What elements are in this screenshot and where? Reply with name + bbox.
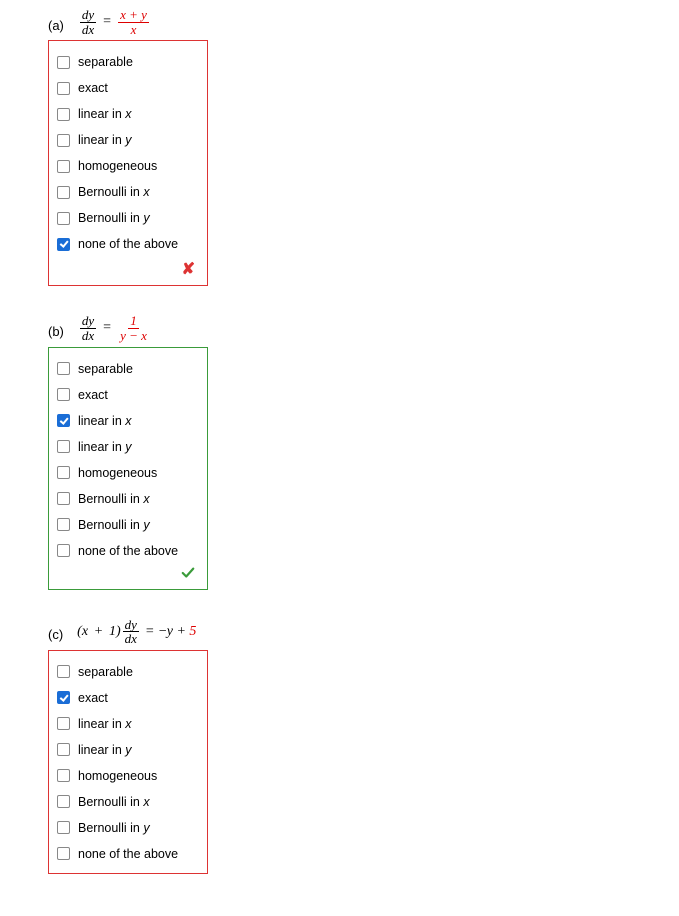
- checkbox[interactable]: [57, 440, 70, 453]
- checkbox[interactable]: [57, 821, 70, 834]
- option-label: Bernoulli in y: [78, 211, 150, 225]
- option-label: homogeneous: [78, 159, 157, 173]
- checkbox[interactable]: [57, 665, 70, 678]
- option-label: Bernoulli in x: [78, 492, 150, 506]
- checkbox[interactable]: [57, 362, 70, 375]
- question-label: (c): [48, 621, 63, 642]
- question-formula: (x + 1)dydx=−y + 5: [77, 618, 196, 646]
- option-label: exact: [78, 81, 108, 95]
- option-bernoulli_in_x[interactable]: Bernoulli in x: [57, 486, 197, 512]
- incorrect-mark-icon: ✘: [57, 257, 197, 279]
- checkbox[interactable]: [57, 414, 70, 427]
- checkbox[interactable]: [57, 466, 70, 479]
- checkbox[interactable]: [57, 82, 70, 95]
- question-label: (a): [48, 12, 64, 33]
- checkbox[interactable]: [57, 847, 70, 860]
- option-bernoulli_in_x[interactable]: Bernoulli in x: [57, 179, 197, 205]
- question-formula: dydx=x + yx: [78, 8, 151, 36]
- option-separable[interactable]: separable: [57, 49, 197, 75]
- option-linear_in_y[interactable]: linear in y: [57, 127, 197, 153]
- checkbox[interactable]: [57, 795, 70, 808]
- question-2: (c) (x + 1)dydx=−y + 5 separable exact linea…: [48, 618, 679, 874]
- question-formula: dydx=1y − x: [78, 314, 151, 342]
- option-separable[interactable]: separable: [57, 659, 197, 685]
- option-label: none of the above: [78, 237, 178, 251]
- option-exact[interactable]: exact: [57, 382, 197, 408]
- option-bernoulli_in_y[interactable]: Bernoulli in y: [57, 512, 197, 538]
- option-none[interactable]: none of the above: [57, 538, 197, 564]
- option-label: Bernoulli in y: [78, 821, 150, 835]
- checkbox[interactable]: [57, 56, 70, 69]
- option-label: separable: [78, 665, 133, 679]
- checkbox[interactable]: [57, 492, 70, 505]
- option-bernoulli_in_y[interactable]: Bernoulli in y: [57, 815, 197, 841]
- question-0: (a) dydx=x + yx separable exact linear in x l…: [48, 8, 679, 286]
- options-box: separable exact linear in x linear in y homo…: [48, 650, 208, 874]
- option-linear_in_x[interactable]: linear in x: [57, 711, 197, 737]
- option-linear_in_x[interactable]: linear in x: [57, 408, 197, 434]
- checkbox[interactable]: [57, 134, 70, 147]
- option-label: linear in y: [78, 133, 132, 147]
- checkbox[interactable]: [57, 212, 70, 225]
- option-none[interactable]: none of the above: [57, 231, 197, 257]
- option-label: linear in x: [78, 717, 132, 731]
- option-linear_in_x[interactable]: linear in x: [57, 101, 197, 127]
- checkbox[interactable]: [57, 691, 70, 704]
- question-header: (a) dydx=x + yx: [48, 8, 679, 36]
- checkbox[interactable]: [57, 518, 70, 531]
- checkbox[interactable]: [57, 238, 70, 251]
- checkbox[interactable]: [57, 743, 70, 756]
- option-label: none of the above: [78, 544, 178, 558]
- option-homogeneous[interactable]: homogeneous: [57, 460, 197, 486]
- option-label: linear in y: [78, 743, 132, 757]
- option-label: exact: [78, 691, 108, 705]
- options-box: separable exact linear in x linear in y homo…: [48, 347, 208, 590]
- checkbox[interactable]: [57, 769, 70, 782]
- option-label: separable: [78, 55, 133, 69]
- option-label: separable: [78, 362, 133, 376]
- option-label: linear in x: [78, 107, 132, 121]
- option-label: Bernoulli in x: [78, 185, 150, 199]
- option-label: homogeneous: [78, 769, 157, 783]
- option-separable[interactable]: separable: [57, 356, 197, 382]
- option-label: Bernoulli in x: [78, 795, 150, 809]
- option-label: none of the above: [78, 847, 178, 861]
- correct-mark-icon: [57, 564, 197, 583]
- option-homogeneous[interactable]: homogeneous: [57, 153, 197, 179]
- option-linear_in_y[interactable]: linear in y: [57, 737, 197, 763]
- question-1: (b) dydx=1y − x separable exact linear in x l…: [48, 314, 679, 589]
- question-header: (b) dydx=1y − x: [48, 314, 679, 342]
- option-label: Bernoulli in y: [78, 518, 150, 532]
- checkbox[interactable]: [57, 717, 70, 730]
- checkbox[interactable]: [57, 108, 70, 121]
- checkbox[interactable]: [57, 388, 70, 401]
- checkbox[interactable]: [57, 544, 70, 557]
- option-label: linear in x: [78, 414, 132, 428]
- option-label: linear in y: [78, 440, 132, 454]
- checkbox[interactable]: [57, 186, 70, 199]
- option-none[interactable]: none of the above: [57, 841, 197, 867]
- option-label: homogeneous: [78, 466, 157, 480]
- question-label: (b): [48, 318, 64, 339]
- option-exact[interactable]: exact: [57, 685, 197, 711]
- options-box: separable exact linear in x linear in y homo…: [48, 40, 208, 286]
- option-bernoulli_in_y[interactable]: Bernoulli in y: [57, 205, 197, 231]
- option-homogeneous[interactable]: homogeneous: [57, 763, 197, 789]
- option-bernoulli_in_x[interactable]: Bernoulli in x: [57, 789, 197, 815]
- checkbox[interactable]: [57, 160, 70, 173]
- option-exact[interactable]: exact: [57, 75, 197, 101]
- option-linear_in_y[interactable]: linear in y: [57, 434, 197, 460]
- question-header: (c) (x + 1)dydx=−y + 5: [48, 618, 679, 646]
- option-label: exact: [78, 388, 108, 402]
